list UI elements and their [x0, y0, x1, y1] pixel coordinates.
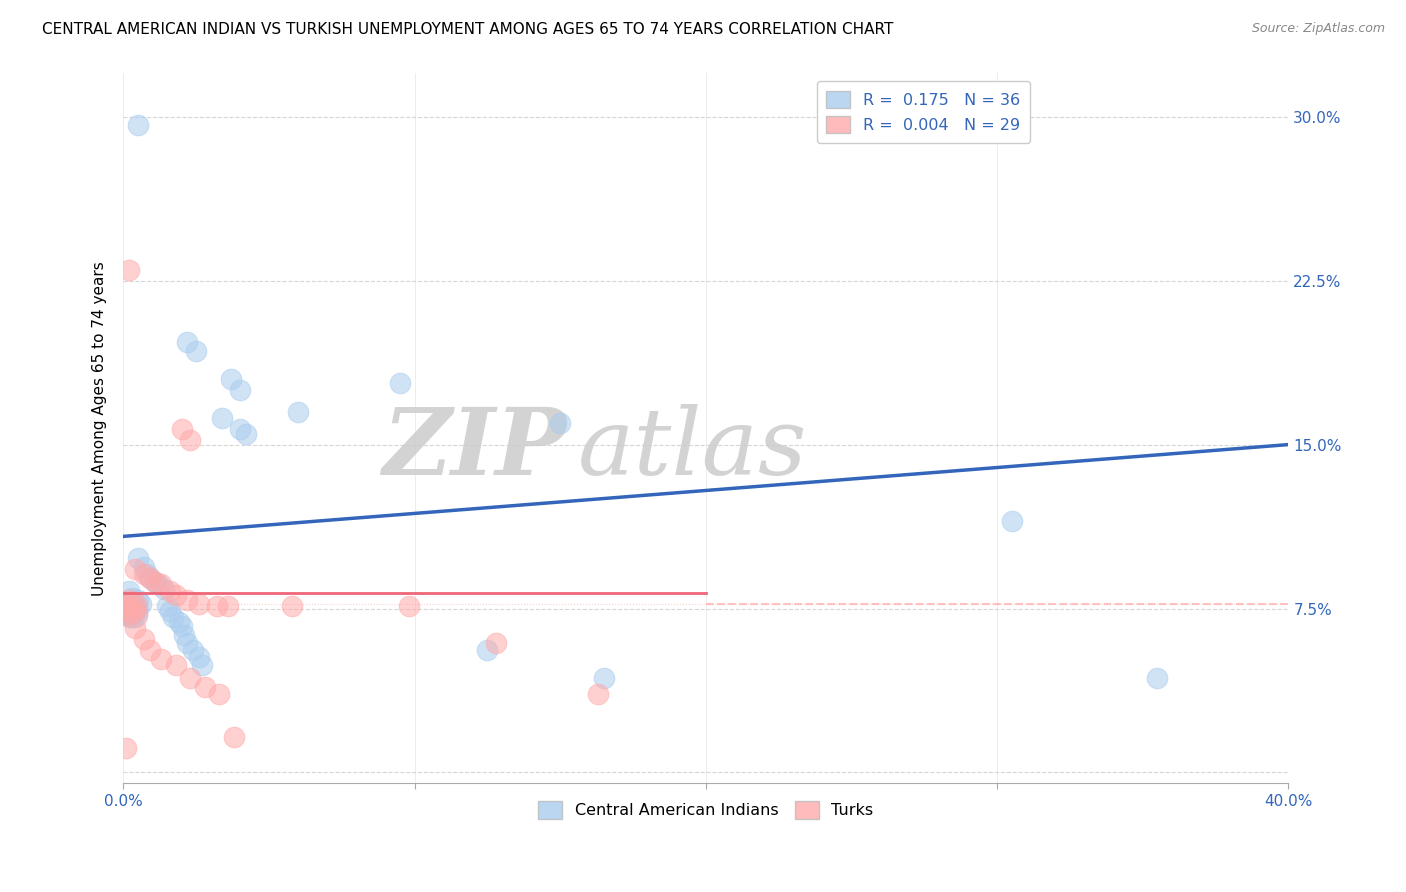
Point — [179, 434, 201, 448]
Point — [194, 680, 217, 694]
Point — [132, 566, 155, 581]
Point — [150, 652, 173, 666]
Point — [1001, 514, 1024, 528]
Point — [156, 599, 179, 614]
Point — [153, 582, 176, 596]
Point — [115, 597, 138, 611]
Point — [115, 604, 138, 618]
Point — [129, 597, 152, 611]
Point — [148, 577, 170, 591]
Point — [143, 575, 166, 590]
Point — [176, 334, 198, 349]
Point — [191, 658, 214, 673]
Point — [124, 606, 146, 620]
Point — [115, 741, 138, 756]
Text: ZIP: ZIP — [382, 404, 567, 494]
Point — [219, 372, 242, 386]
Point — [132, 632, 155, 647]
Point — [118, 606, 141, 620]
Point — [121, 597, 143, 611]
Point — [162, 610, 184, 624]
Point — [184, 343, 207, 358]
Point — [176, 636, 198, 650]
Point — [115, 599, 138, 614]
Point — [150, 577, 173, 591]
Point — [127, 119, 149, 133]
Point — [205, 599, 228, 614]
Point — [281, 599, 304, 614]
Point — [121, 604, 143, 618]
Point — [229, 383, 252, 397]
Legend: Central American Indians, Turks: Central American Indians, Turks — [531, 795, 880, 825]
Point — [211, 411, 233, 425]
Text: CENTRAL AMERICAN INDIAN VS TURKISH UNEMPLOYMENT AMONG AGES 65 TO 74 YEARS CORREL: CENTRAL AMERICAN INDIAN VS TURKISH UNEMP… — [42, 22, 894, 37]
Point — [477, 643, 499, 657]
Point — [124, 608, 146, 623]
Point — [118, 595, 141, 609]
Point — [143, 575, 166, 590]
Text: atlas: atlas — [578, 404, 807, 494]
Point — [118, 601, 141, 615]
Point — [121, 599, 143, 614]
Point — [165, 658, 187, 673]
Point — [135, 566, 157, 581]
Point — [222, 731, 245, 745]
Point — [170, 422, 193, 436]
Point — [118, 595, 141, 609]
Point — [118, 610, 141, 624]
Point — [287, 405, 309, 419]
Point — [118, 262, 141, 277]
Point — [173, 628, 195, 642]
Point — [138, 571, 160, 585]
Point — [188, 597, 211, 611]
Point — [124, 562, 146, 576]
Point — [485, 636, 508, 650]
Text: Source: ZipAtlas.com: Source: ZipAtlas.com — [1251, 22, 1385, 36]
Point — [398, 599, 420, 614]
Point — [179, 672, 201, 686]
Point — [229, 422, 252, 436]
Point — [127, 592, 149, 607]
Point — [138, 643, 160, 657]
Point — [138, 571, 160, 585]
Point — [121, 591, 143, 605]
Point — [170, 619, 193, 633]
Point — [188, 649, 211, 664]
Point — [217, 599, 239, 614]
Point — [127, 551, 149, 566]
Point — [586, 687, 609, 701]
Point — [159, 584, 181, 599]
Point — [118, 584, 141, 599]
Point — [159, 604, 181, 618]
Point — [1146, 672, 1168, 686]
Point — [124, 621, 146, 635]
Point — [121, 604, 143, 618]
Point — [132, 560, 155, 574]
Y-axis label: Unemployment Among Ages 65 to 74 years: Unemployment Among Ages 65 to 74 years — [93, 260, 107, 596]
Point — [167, 615, 190, 629]
Point — [118, 606, 141, 620]
Point — [124, 599, 146, 614]
Point — [115, 601, 138, 615]
Point — [165, 588, 187, 602]
Point — [235, 426, 257, 441]
Point — [181, 643, 204, 657]
Point — [548, 416, 571, 430]
Point — [176, 592, 198, 607]
Point — [208, 687, 231, 701]
Point — [593, 672, 616, 686]
Point — [124, 601, 146, 615]
Point — [389, 376, 412, 391]
Point — [121, 608, 143, 623]
